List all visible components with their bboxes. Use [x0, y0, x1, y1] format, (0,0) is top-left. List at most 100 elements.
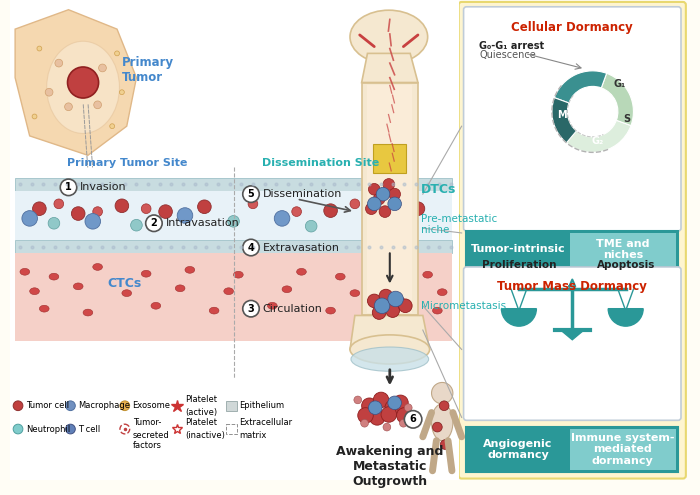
Text: Micrometastasis: Micrometastasis: [421, 301, 506, 311]
Text: 6: 6: [410, 414, 416, 424]
Circle shape: [370, 410, 385, 425]
Text: Epithelium: Epithelium: [239, 401, 284, 410]
Text: Cellular Dormancy: Cellular Dormancy: [512, 21, 634, 34]
Bar: [15, 191, 452, 240]
Circle shape: [383, 179, 395, 190]
Ellipse shape: [234, 271, 243, 278]
Bar: [226, 401, 237, 410]
Bar: [362, 83, 418, 315]
Ellipse shape: [326, 307, 335, 314]
Circle shape: [385, 400, 400, 415]
Ellipse shape: [267, 302, 277, 309]
Circle shape: [37, 46, 42, 51]
Circle shape: [405, 410, 422, 428]
Circle shape: [389, 188, 400, 200]
Ellipse shape: [433, 307, 442, 314]
Circle shape: [362, 398, 377, 413]
Text: Pre-metastatic
niche: Pre-metastatic niche: [421, 213, 497, 235]
Circle shape: [350, 199, 360, 209]
Circle shape: [248, 199, 258, 209]
Circle shape: [141, 204, 151, 213]
Ellipse shape: [423, 271, 433, 278]
Circle shape: [228, 215, 239, 227]
Ellipse shape: [282, 286, 292, 293]
Circle shape: [274, 211, 290, 226]
Text: Quiescence: Quiescence: [479, 50, 536, 60]
Text: Extracellular: Extracellular: [239, 418, 293, 427]
Ellipse shape: [224, 288, 234, 295]
Circle shape: [48, 217, 60, 229]
Text: G₂: G₂: [592, 136, 603, 146]
Text: G₁: G₁: [614, 80, 626, 90]
Circle shape: [120, 401, 130, 410]
Text: Dissemination: Dissemination: [262, 189, 342, 199]
FancyBboxPatch shape: [458, 2, 686, 479]
Circle shape: [146, 215, 162, 232]
FancyBboxPatch shape: [570, 233, 676, 266]
Circle shape: [368, 294, 381, 308]
Circle shape: [33, 202, 46, 215]
Circle shape: [393, 395, 408, 410]
Circle shape: [324, 204, 337, 217]
Text: Primary Tumor Site: Primary Tumor Site: [66, 158, 187, 168]
Circle shape: [376, 187, 390, 201]
Circle shape: [94, 101, 102, 109]
Text: Platelet: Platelet: [185, 395, 217, 404]
Circle shape: [433, 422, 442, 432]
Circle shape: [360, 419, 368, 427]
FancyBboxPatch shape: [468, 429, 568, 470]
Text: Immune system-
mediated
dormancy: Immune system- mediated dormancy: [571, 433, 675, 466]
Circle shape: [383, 423, 391, 431]
Text: Tumor-: Tumor-: [132, 418, 161, 427]
Ellipse shape: [141, 270, 151, 277]
Circle shape: [368, 184, 380, 195]
Circle shape: [22, 211, 37, 226]
Circle shape: [99, 64, 106, 72]
Text: Awakening and
Metastatic
Outgrowth: Awakening and Metastatic Outgrowth: [336, 445, 444, 488]
Text: Circulation: Circulation: [262, 303, 323, 314]
Text: Tumor-intrinsic: Tumor-intrinsic: [470, 245, 565, 254]
Circle shape: [60, 179, 77, 196]
Ellipse shape: [74, 283, 83, 290]
Circle shape: [373, 193, 385, 205]
Circle shape: [388, 197, 401, 211]
FancyBboxPatch shape: [468, 233, 568, 266]
Ellipse shape: [209, 307, 219, 314]
Text: 5: 5: [248, 189, 254, 199]
Circle shape: [373, 392, 389, 408]
Ellipse shape: [384, 302, 393, 309]
Circle shape: [368, 197, 381, 211]
Bar: [15, 240, 452, 253]
Text: S: S: [623, 114, 630, 124]
FancyBboxPatch shape: [466, 427, 678, 472]
Text: Platelet: Platelet: [185, 418, 217, 427]
Circle shape: [13, 424, 23, 434]
Text: Angiogenic
dormancy: Angiogenic dormancy: [483, 439, 552, 460]
Text: DTCs: DTCs: [421, 183, 456, 196]
Text: Proliferation: Proliferation: [482, 260, 556, 270]
Ellipse shape: [151, 302, 161, 309]
Circle shape: [379, 206, 391, 217]
Wedge shape: [552, 98, 576, 143]
Circle shape: [292, 207, 302, 216]
Text: Extravasation: Extravasation: [262, 243, 340, 252]
Circle shape: [177, 208, 192, 223]
Ellipse shape: [185, 266, 195, 273]
Circle shape: [398, 299, 412, 312]
Text: G₀-G₁ arrest: G₀-G₁ arrest: [479, 41, 544, 51]
Circle shape: [381, 407, 397, 422]
Circle shape: [85, 213, 101, 229]
Wedge shape: [608, 309, 643, 326]
Circle shape: [67, 67, 99, 98]
Circle shape: [363, 215, 375, 227]
Circle shape: [13, 401, 23, 410]
Circle shape: [243, 186, 259, 202]
Text: 2: 2: [150, 218, 158, 228]
Circle shape: [374, 298, 390, 313]
FancyBboxPatch shape: [463, 267, 681, 420]
Ellipse shape: [350, 335, 430, 364]
Text: matrix: matrix: [239, 431, 267, 440]
Circle shape: [71, 207, 85, 220]
Circle shape: [243, 239, 259, 256]
Circle shape: [365, 203, 377, 214]
